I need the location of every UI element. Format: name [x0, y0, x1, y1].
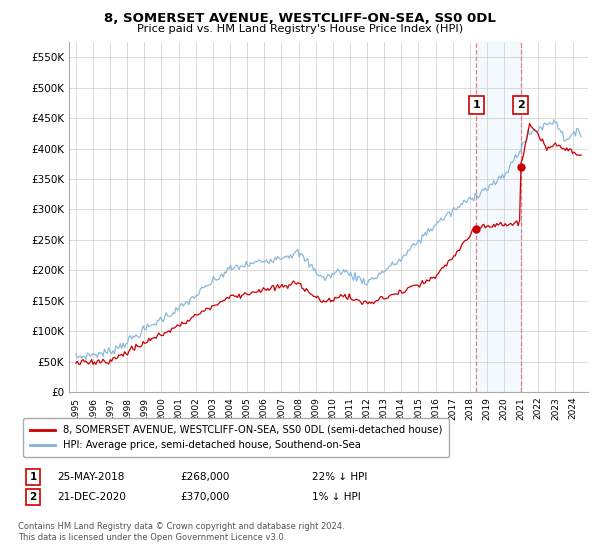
- Text: 1% ↓ HPI: 1% ↓ HPI: [312, 492, 361, 502]
- Text: This data is licensed under the Open Government Licence v3.0.: This data is licensed under the Open Gov…: [18, 533, 286, 543]
- Text: 1: 1: [472, 100, 480, 110]
- Text: 2: 2: [517, 100, 524, 110]
- Text: 1: 1: [29, 472, 37, 482]
- Text: 21-DEC-2020: 21-DEC-2020: [57, 492, 126, 502]
- Text: 25-MAY-2018: 25-MAY-2018: [57, 472, 124, 482]
- Text: £370,000: £370,000: [180, 492, 229, 502]
- Text: 22% ↓ HPI: 22% ↓ HPI: [312, 472, 367, 482]
- Text: 2: 2: [29, 492, 37, 502]
- Text: £268,000: £268,000: [180, 472, 229, 482]
- Bar: [476, 42, 521, 392]
- Text: Price paid vs. HM Land Registry's House Price Index (HPI): Price paid vs. HM Land Registry's House …: [137, 24, 463, 34]
- Legend: 8, SOMERSET AVENUE, WESTCLIFF-ON-SEA, SS0 0DL (semi-detached house), HPI: Averag: 8, SOMERSET AVENUE, WESTCLIFF-ON-SEA, SS…: [23, 418, 449, 457]
- Text: 8, SOMERSET AVENUE, WESTCLIFF-ON-SEA, SS0 0DL: 8, SOMERSET AVENUE, WESTCLIFF-ON-SEA, SS…: [104, 12, 496, 25]
- Text: Contains HM Land Registry data © Crown copyright and database right 2024.: Contains HM Land Registry data © Crown c…: [18, 522, 344, 531]
